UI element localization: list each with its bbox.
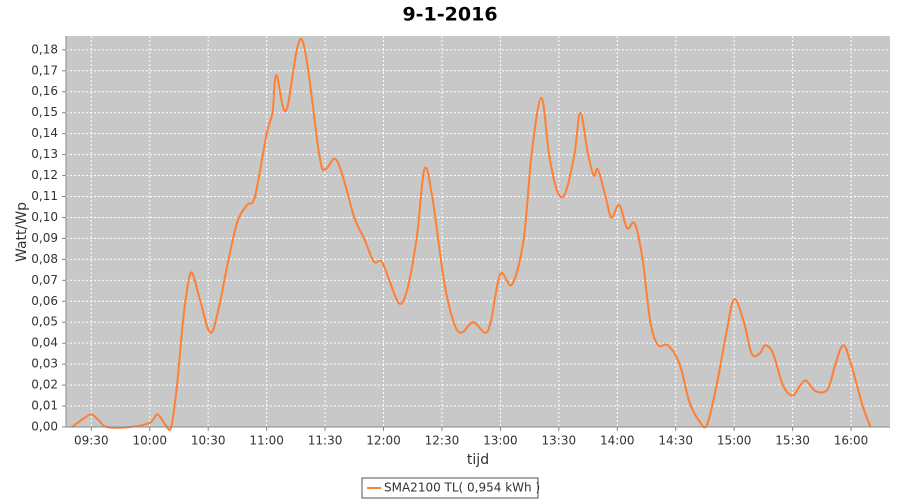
y-tick-label: 0,11 — [31, 189, 58, 203]
y-tick-label: 0,02 — [31, 378, 58, 392]
x-tick-label: 15:00 — [717, 434, 752, 448]
x-tick-label: 13:00 — [483, 434, 518, 448]
x-tick-label: 16:00 — [834, 434, 869, 448]
y-tick-label: 0,15 — [31, 105, 58, 119]
x-tick-label: 09:30 — [74, 434, 109, 448]
y-tick-label: 0,18 — [31, 42, 58, 56]
y-tick-label: 0,08 — [31, 252, 58, 266]
x-tick-label: 10:00 — [132, 434, 167, 448]
y-tick-label: 0,12 — [31, 168, 58, 182]
y-tick-label: 0,00 — [31, 420, 58, 434]
x-tick-label: 13:30 — [542, 434, 577, 448]
legend-box — [361, 477, 539, 499]
y-tick-label: 0,16 — [31, 84, 58, 98]
x-tick-label: 12:00 — [366, 434, 401, 448]
x-axis-label: tijd — [467, 452, 489, 468]
chart-title: 9-1-2016 — [402, 4, 497, 26]
marks — [71, 38, 872, 431]
y-tick-label: 0,17 — [31, 63, 58, 77]
y-tick-label: 0,07 — [31, 273, 58, 287]
y-tick-label: 0,04 — [31, 336, 58, 350]
x-tick-label: 14:00 — [600, 434, 635, 448]
legend-label: SMA2100 TL( 0,954 kWh ) — [384, 481, 540, 495]
x-tick-label: 15:30 — [775, 434, 810, 448]
y-tick-label: 0,05 — [31, 315, 58, 329]
x-tick-label: 11:30 — [308, 434, 343, 448]
x-tick-label: 11:00 — [249, 434, 284, 448]
y-tick-label: 0,01 — [31, 399, 58, 413]
x-tick-label: 10:30 — [191, 434, 226, 448]
x-tick-label: 14:30 — [658, 434, 693, 448]
y-tick-label: 0,03 — [31, 357, 58, 371]
y-tick-label: 0,10 — [31, 210, 58, 224]
y-tick-label: 0,13 — [31, 147, 58, 161]
y-tick-label: 0,06 — [31, 294, 58, 308]
y-axis-label: Watt/Wp — [14, 202, 30, 262]
series-line — [71, 38, 872, 431]
x-tick-label: 12:30 — [425, 434, 460, 448]
y-tick-label: 0,14 — [31, 126, 58, 140]
plot-area — [66, 36, 890, 427]
y-tick-label: 0,09 — [31, 231, 58, 245]
